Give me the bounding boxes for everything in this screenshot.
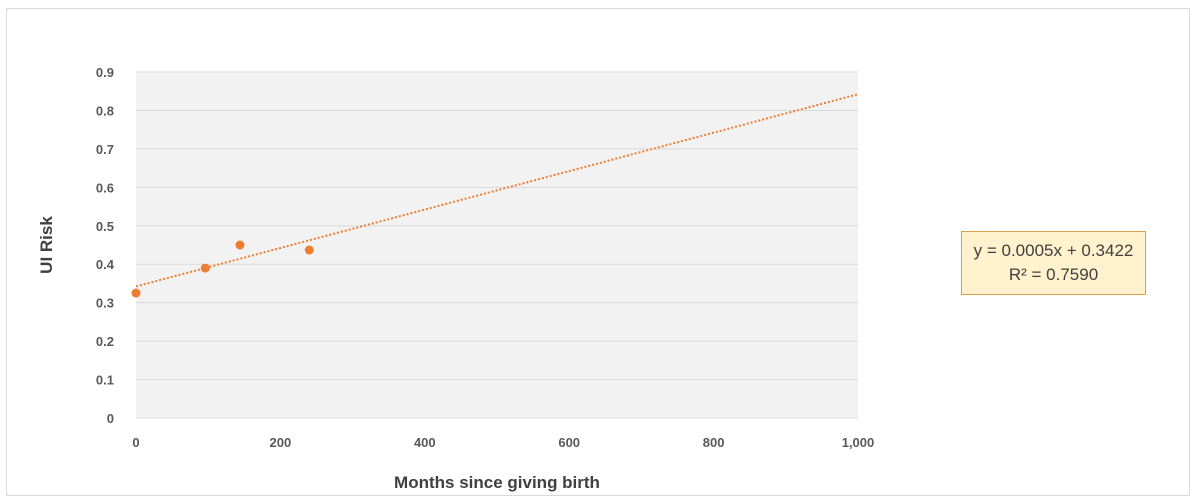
y-tick-label: 0.6 [96, 180, 114, 195]
y-axis-title: UI Risk [37, 216, 56, 274]
y-tick-label: 0.3 [96, 296, 114, 311]
trendline-equation: y = 0.0005x + 0.3422 [973, 241, 1134, 260]
gridlines [136, 71, 858, 419]
data-point [235, 240, 245, 250]
trendline-r-squared: R² = 0.7590 [1008, 265, 1099, 284]
x-axis-title: Months since giving birth [394, 473, 600, 492]
x-tick-label: 600 [558, 435, 580, 450]
data-point [200, 263, 210, 273]
trendline-equation-box: y = 0.0005x + 0.3422 R² = 0.7590 [961, 231, 1146, 295]
y-axis-ticks: 0 0.1 0.2 0.3 0.4 0.5 0.6 0.7 0.8 0.9 [96, 65, 115, 426]
y-tick-label: 0.9 [96, 65, 114, 80]
x-tick-label: 400 [414, 435, 436, 450]
y-tick-label: 0.5 [96, 219, 114, 234]
y-tick-label: 0.1 [96, 373, 114, 388]
data-point [304, 245, 314, 255]
x-tick-label: 1,000 [842, 435, 875, 450]
data-points [131, 240, 314, 298]
trendline [135, 93, 859, 288]
trendline-group [135, 93, 859, 288]
y-tick-label: 0.4 [96, 257, 115, 272]
y-tick-label: 0 [107, 411, 114, 426]
x-axis-ticks: 0 200 400 600 800 1,000 [132, 435, 874, 450]
x-tick-label: 800 [703, 435, 725, 450]
data-point [131, 288, 141, 298]
plot-area [136, 72, 858, 418]
y-tick-label: 0.2 [96, 334, 114, 349]
y-tick-label: 0.8 [96, 103, 114, 118]
x-tick-label: 0 [132, 435, 139, 450]
x-tick-label: 200 [270, 435, 292, 450]
y-tick-label: 0.7 [96, 142, 114, 157]
